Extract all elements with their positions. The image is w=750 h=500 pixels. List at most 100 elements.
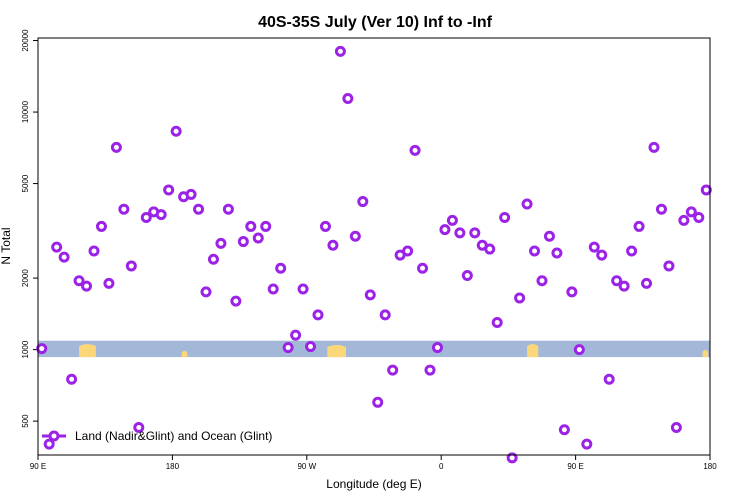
data-point (43, 438, 55, 450)
data-point (319, 220, 331, 232)
y-tick-label: 5000 (21, 174, 30, 192)
data-point (439, 224, 451, 236)
data-point (297, 283, 309, 295)
data-points (36, 45, 712, 464)
data-point (558, 424, 570, 436)
data-point (312, 309, 324, 321)
data-point (573, 344, 585, 356)
data-point (155, 209, 167, 221)
data-point (372, 396, 384, 408)
y-tick-label: 10000 (21, 100, 30, 123)
data-point (424, 364, 436, 376)
data-point (118, 203, 130, 215)
data-point (551, 247, 563, 259)
land-ocean-band (38, 340, 710, 358)
data-point (566, 286, 578, 298)
data-point (417, 262, 429, 274)
data-point (648, 141, 660, 153)
data-point (670, 421, 682, 433)
data-point (275, 262, 287, 274)
legend-marker-swatch (48, 430, 60, 442)
data-point (230, 295, 242, 307)
data-point (506, 452, 518, 464)
data-point (103, 277, 115, 289)
y-axis-label: N Total (0, 227, 13, 264)
x-tick-label: 0 (439, 462, 444, 471)
data-point (334, 45, 346, 57)
data-point (387, 364, 399, 376)
data-point (618, 280, 630, 292)
data-point (521, 198, 533, 210)
data-point (290, 329, 302, 341)
data-point (364, 289, 376, 301)
land-patch (702, 349, 709, 358)
data-point (110, 141, 122, 153)
data-point (581, 438, 593, 450)
data-point (245, 220, 257, 232)
data-point (252, 232, 264, 244)
data-point (446, 214, 458, 226)
data-point (700, 184, 712, 196)
land-patch (79, 344, 96, 358)
data-point (357, 196, 369, 208)
data-point (200, 286, 212, 298)
y-tick-label: 500 (21, 414, 30, 428)
x-axis-label: Longitude (deg E) (326, 477, 421, 491)
axis-ticks: 90 E 180 90 W 0 90 E 180 500 1000 2000 5000 10000 2… (21, 29, 717, 471)
y-tick-label: 20000 (21, 29, 30, 52)
data-point (655, 203, 667, 215)
data-point (163, 184, 175, 196)
data-point (222, 203, 234, 215)
legend-entry: Land (Nadir&Glint) and Ocean (Glint) (75, 429, 272, 443)
data-point (51, 241, 63, 253)
x-tick-label: 180 (166, 462, 180, 471)
data-point (88, 245, 100, 257)
plot-frame (37, 37, 711, 456)
data-point (260, 220, 272, 232)
data-point (678, 214, 690, 226)
data-point (484, 243, 496, 255)
data-point (327, 239, 339, 251)
x-tick-label: 90 W (297, 462, 316, 471)
data-point (431, 342, 443, 354)
data-point (379, 309, 391, 321)
data-point (185, 188, 197, 200)
chart-title: 40S-35S July (Ver 10) Inf to -Inf (258, 14, 493, 31)
data-point (596, 249, 608, 261)
data-point (499, 211, 511, 223)
data-point (58, 251, 70, 263)
land-patch (181, 350, 188, 358)
data-point (36, 343, 48, 355)
data-point (170, 125, 182, 137)
data-point (342, 93, 354, 105)
data-point (588, 241, 600, 253)
data-point (514, 292, 526, 304)
data-point (529, 245, 541, 257)
data-point (454, 227, 466, 239)
data-point (626, 245, 638, 257)
data-point (693, 211, 705, 223)
data-point (469, 227, 481, 239)
data-point (282, 342, 294, 354)
data-point (611, 275, 623, 287)
data-point (193, 203, 205, 215)
y-tick-label: 2000 (21, 269, 30, 287)
data-point (95, 220, 107, 232)
data-point (402, 245, 414, 257)
land-patch (527, 344, 539, 358)
x-tick-label: 90 E (567, 462, 583, 471)
data-point (237, 236, 249, 248)
x-tick-label: 90 E (30, 462, 46, 471)
data-point (125, 260, 137, 272)
data-point (66, 373, 78, 385)
data-point (685, 206, 697, 218)
data-point (409, 144, 421, 156)
data-point (641, 277, 653, 289)
data-point (633, 220, 645, 232)
data-point (133, 421, 145, 433)
data-point (543, 230, 555, 242)
data-point (267, 283, 279, 295)
data-point (491, 317, 503, 329)
